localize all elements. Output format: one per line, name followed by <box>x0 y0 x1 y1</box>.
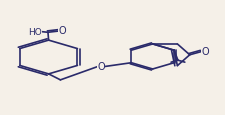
Text: O: O <box>97 62 105 72</box>
Text: O: O <box>200 46 208 56</box>
Text: HO: HO <box>28 28 42 37</box>
Text: O: O <box>58 26 66 36</box>
